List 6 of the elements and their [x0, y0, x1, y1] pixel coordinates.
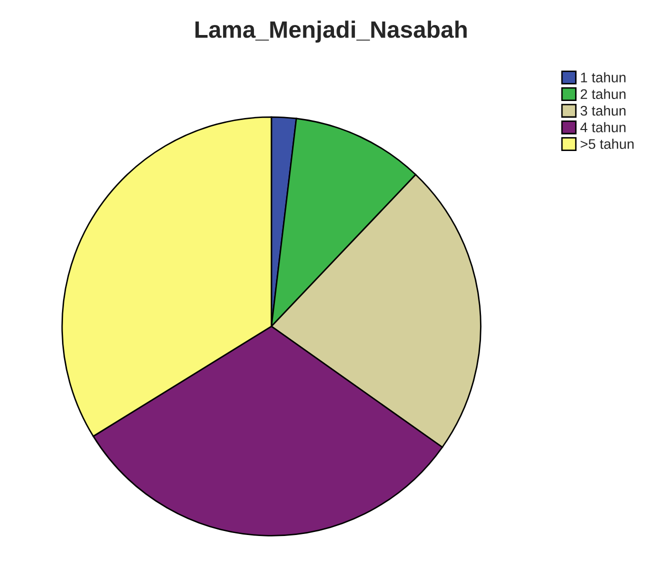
legend-label: 1 tahun — [581, 72, 626, 82]
legend-label: 2 tahun — [580, 88, 626, 100]
chart-title: Lama_Menjadi_Nasabah — [195, 20, 467, 43]
legend-label: 4 tahun — [580, 122, 626, 132]
legend-label: >5 tahun — [580, 138, 634, 149]
legend-label: 3 tahun — [580, 105, 626, 116]
